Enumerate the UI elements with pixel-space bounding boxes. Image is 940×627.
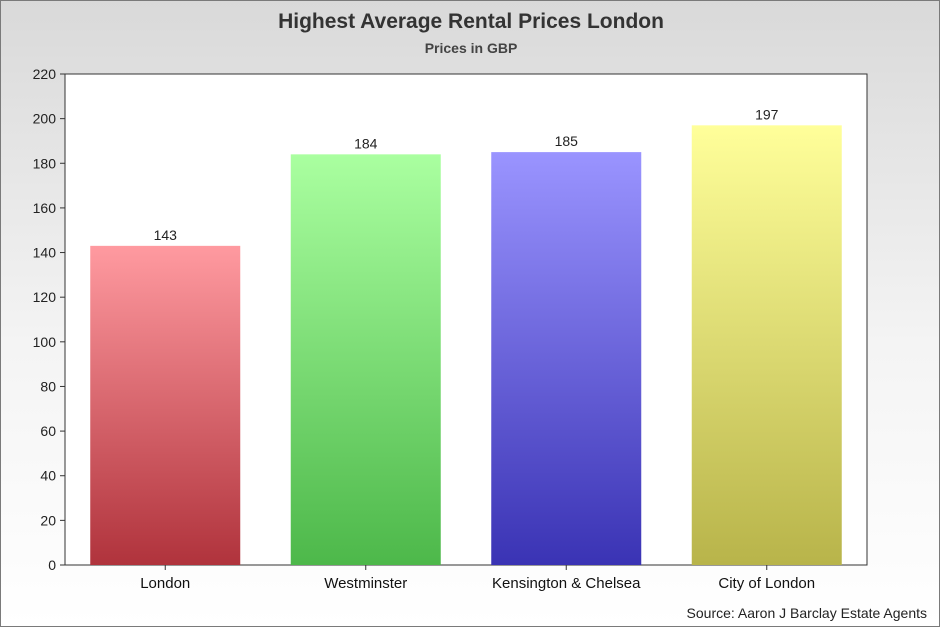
bar-kensington-chelsea (491, 152, 642, 565)
bar-london (90, 245, 241, 565)
y-tick-label: 120 (33, 289, 57, 305)
y-tick-label: 160 (33, 200, 57, 216)
x-tick-label: Kensington & Chelsea (492, 575, 641, 592)
y-tick-label: 20 (40, 512, 56, 528)
chart-subtitle: Prices in GBP (424, 40, 518, 56)
x-tick-label: City of London (718, 575, 815, 592)
y-tick-label: 180 (33, 155, 57, 171)
bar-city-of-london (691, 125, 842, 565)
y-tick-label: 80 (40, 378, 56, 394)
y-tick-label: 100 (33, 334, 57, 350)
bar-westminster (290, 154, 441, 565)
data-label: 185 (555, 133, 579, 149)
data-label: 197 (755, 106, 779, 122)
y-tick-label: 200 (33, 111, 57, 127)
x-tick-label: Westminster (324, 575, 407, 592)
chart-title: Highest Average Rental Prices London (278, 10, 664, 33)
data-label: 184 (354, 135, 378, 151)
y-tick-label: 60 (40, 423, 56, 439)
chart-source: Source: Aaron J Barclay Estate Agents (686, 605, 927, 621)
y-tick-label: 40 (40, 468, 56, 484)
x-tick-label: London (140, 575, 190, 592)
y-tick-label: 0 (48, 557, 56, 573)
y-tick-label: 220 (33, 66, 57, 82)
y-tick-label: 140 (33, 245, 57, 261)
data-label: 143 (154, 227, 178, 243)
